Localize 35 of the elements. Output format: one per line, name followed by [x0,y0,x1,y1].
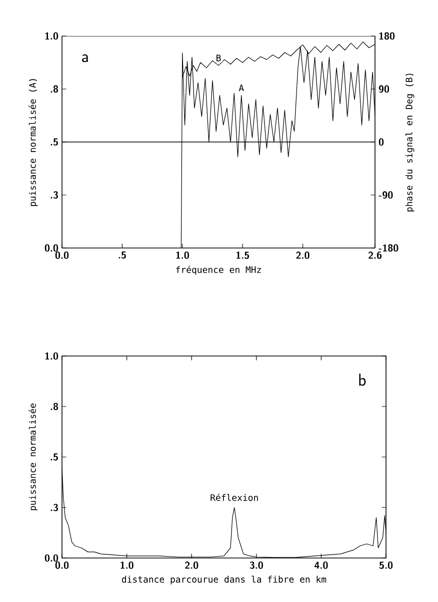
x-tick-label: 5.0 [379,562,393,569]
x-tick-label: 1.5 [236,252,250,259]
y2-tick-label: 90 [378,85,390,93]
y-tick-label: 0.0 [44,244,58,252]
x-axis-title: distance parcourue dans la fibre en km [122,576,326,584]
annotation: Réflexion [210,494,258,501]
y-tick-label: 1.0 [45,32,58,40]
y-tick-label: .5 [50,453,58,461]
y-tick-label: .8 [50,402,58,410]
x-tick-label: 3.0 [250,562,263,569]
y2-tick-label: -90 [378,191,393,199]
x-tick-label: .5 [118,252,126,259]
x-tick-label: 1.0 [120,562,134,569]
y-axis-title: puissance normalisée (A) [28,79,38,206]
x-tick-label: 2.0 [296,252,310,259]
annotation: a [82,54,88,62]
annotation: b [359,374,366,386]
y-tick-label: .8 [50,85,58,93]
x-tick-label: 2.6 [368,252,382,259]
y2-tick-label: 0 [378,138,384,146]
y2-tick-label: -180 [378,244,398,252]
y-axis-title: puissance normalisée [28,404,38,510]
series-label: A [238,84,244,92]
y-tick-label: 0.0 [44,554,58,562]
x-axis-title: fréquence en MHz [176,266,261,275]
y2-axis-title: phase du signal en Deg (B) [405,74,414,212]
y-tick-label: .3 [50,504,58,512]
y-tick-label: .3 [50,191,58,199]
x-tick-label: 1.0 [176,252,189,259]
y-tick-label: .5 [50,138,58,146]
x-tick-label: 4.0 [314,562,328,569]
y-tick-label: 1.0 [45,352,58,360]
x-tick-label: 2.0 [185,562,198,569]
y2-tick-label: 180 [379,32,395,40]
series-label: B [216,54,221,62]
